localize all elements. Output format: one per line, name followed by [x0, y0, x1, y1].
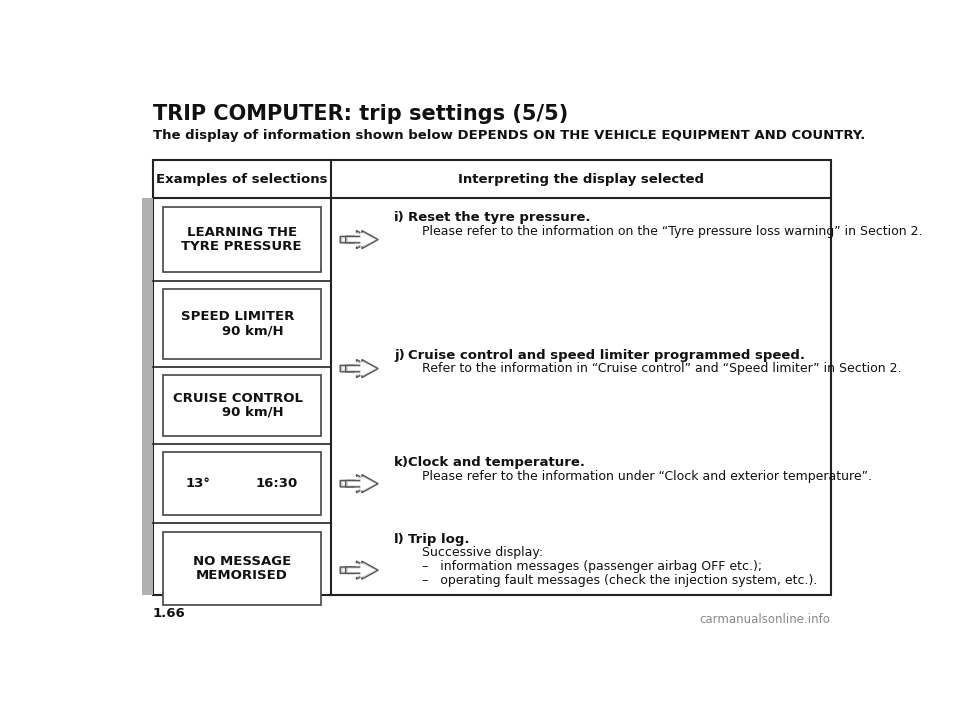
Polygon shape [343, 232, 371, 247]
Polygon shape [340, 231, 372, 248]
Text: LEARNING THE: LEARNING THE [186, 226, 297, 239]
Bar [153, 160, 831, 595]
Text: The display of information shown below DEPENDS ON THE VEHICLE EQUIPMENT AND COUN: The display of information shown below D… [153, 129, 865, 142]
Polygon shape [343, 562, 371, 578]
Polygon shape [346, 359, 378, 378]
Bar [162, 207, 321, 273]
Polygon shape [348, 361, 375, 376]
Polygon shape [348, 562, 375, 578]
Text: NO MESSAGE: NO MESSAGE [193, 555, 291, 568]
Text: carmanualsonline.info: carmanualsonline.info [699, 613, 829, 626]
Polygon shape [340, 359, 372, 378]
Text: 1.66: 1.66 [153, 607, 185, 621]
Text: TRIP COMPUTER: trip settings (5/5): TRIP COMPUTER: trip settings (5/5) [153, 104, 567, 124]
Text: j): j) [395, 349, 405, 361]
Text: Refer to the information in “Cruise control” and “Speed limiter” in Section 2.: Refer to the information in “Cruise cont… [422, 362, 901, 376]
Text: l): l) [395, 532, 405, 545]
Bar [162, 289, 321, 359]
Bar [162, 376, 321, 435]
Polygon shape [346, 474, 378, 493]
Bar [162, 532, 321, 605]
Polygon shape [348, 232, 375, 247]
Polygon shape [343, 361, 371, 376]
Bar [162, 452, 321, 515]
Text: 13°: 13° [186, 477, 211, 490]
Text: –   information messages (passenger airbag OFF etc.);: – information messages (passenger airbag… [422, 560, 762, 573]
Text: Please refer to the information under “Clock and exterior temperature”.: Please refer to the information under “C… [422, 470, 873, 484]
Polygon shape [346, 231, 378, 248]
Text: k): k) [395, 457, 409, 469]
Text: Examples of selections: Examples of selections [156, 173, 327, 185]
Polygon shape [346, 561, 378, 579]
Text: Cruise control and speed limiter programmed speed.: Cruise control and speed limiter program… [408, 349, 805, 361]
Text: Clock and temperature.: Clock and temperature. [408, 457, 586, 469]
Text: Reset the tyre pressure.: Reset the tyre pressure. [408, 211, 590, 224]
Bar [142, 198, 153, 595]
Text: 90 km/H: 90 km/H [223, 406, 284, 419]
Text: CRUISE CONTROL: CRUISE CONTROL [173, 392, 302, 405]
Text: Trip log.: Trip log. [408, 532, 469, 545]
Text: –   operating fault messages (check the injection system, etc.).: – operating fault messages (check the in… [422, 574, 818, 587]
Polygon shape [340, 561, 372, 579]
Polygon shape [348, 476, 375, 491]
Text: 16:30: 16:30 [255, 477, 298, 490]
Text: Interpreting the display selected: Interpreting the display selected [458, 173, 704, 185]
Text: i): i) [395, 211, 405, 224]
Text: Please refer to the information on the “Tyre pressure loss warning” in Section 2: Please refer to the information on the “… [422, 224, 923, 238]
Polygon shape [340, 474, 372, 493]
Text: TYRE PRESSURE: TYRE PRESSURE [181, 240, 302, 253]
Text: MEMORISED: MEMORISED [196, 569, 288, 581]
Text: 90 km/H: 90 km/H [223, 324, 284, 337]
Text: SPEED LIMITER: SPEED LIMITER [181, 310, 295, 324]
Text: Successive display:: Successive display: [422, 547, 543, 559]
Polygon shape [343, 476, 371, 491]
